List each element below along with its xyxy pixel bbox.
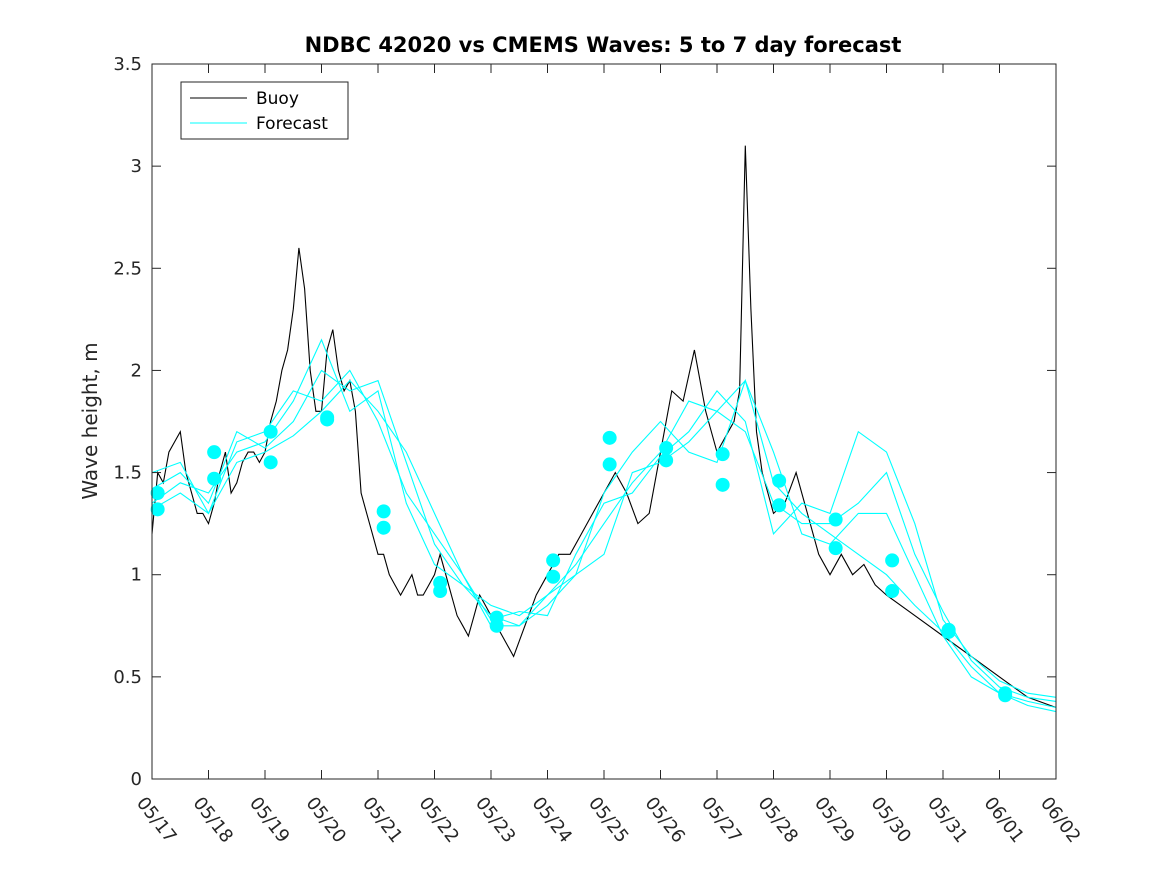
forecast-marker: [602, 457, 617, 472]
forecast-marker: [150, 502, 165, 517]
plot-area: [152, 64, 1056, 779]
y-axis: 0 0.5 1 1.5 2 2.5 3 3.5: [113, 54, 1056, 790]
y-tick-label: 0.5: [113, 667, 142, 688]
forecast-marker: [489, 618, 504, 633]
forecast-marker: [263, 455, 278, 470]
y-tick-label: 0: [131, 769, 142, 790]
forecast-marker: [376, 504, 391, 519]
forecast-marker: [885, 584, 900, 599]
series-layer: [151, 145, 1057, 713]
forecast-marker: [150, 486, 165, 500]
legend: Buoy Forecast: [180, 81, 349, 140]
forecast-marker: [828, 541, 843, 556]
forecast-marker: [602, 430, 617, 445]
forecast-marker: [546, 553, 561, 568]
series-line-forecast-1: [151, 338, 1057, 709]
chart-title: NDBC 42020 vs CMEMS Waves: 5 to 7 day fo…: [305, 33, 902, 57]
y-tick-label: 3.5: [113, 54, 142, 75]
forecast-marker: [715, 447, 730, 462]
forecast-marker: [207, 445, 222, 460]
legend-label-buoy: Buoy: [256, 89, 299, 109]
y-tick-label: 2: [131, 360, 142, 381]
forecast-marker: [659, 453, 674, 468]
forecast-marker: [659, 441, 674, 456]
forecast-marker: [885, 553, 900, 568]
forecast-marker: [433, 584, 448, 599]
series-line-forecast-3: [151, 369, 1057, 698]
forecast-marker: [546, 569, 561, 584]
y-tick-label: 1.5: [113, 463, 142, 484]
forecast-marker: [263, 424, 278, 439]
forecast-marker: [772, 473, 787, 488]
forecast-marker: [715, 477, 730, 492]
forecast-marker: [828, 512, 843, 527]
y-tick-label: 1: [131, 565, 142, 586]
forecast-marker: [998, 688, 1013, 703]
forecast-marker: [207, 471, 222, 486]
forecast-marker: [941, 624, 956, 639]
legend-box: [180, 81, 349, 140]
forecast-marker: [772, 498, 787, 513]
y-axis-label: Wave height, m: [78, 342, 102, 499]
series-line-forecast-4: [151, 379, 1057, 713]
y-tick-label: 2.5: [113, 258, 142, 279]
series-line-forecast-2: [151, 369, 1057, 702]
forecast-marker: [376, 520, 391, 535]
legend-label-forecast: Forecast: [256, 114, 328, 134]
y-tick-label: 3: [131, 156, 142, 177]
forecast-marker: [320, 412, 335, 427]
marker-layer: [150, 410, 1013, 703]
